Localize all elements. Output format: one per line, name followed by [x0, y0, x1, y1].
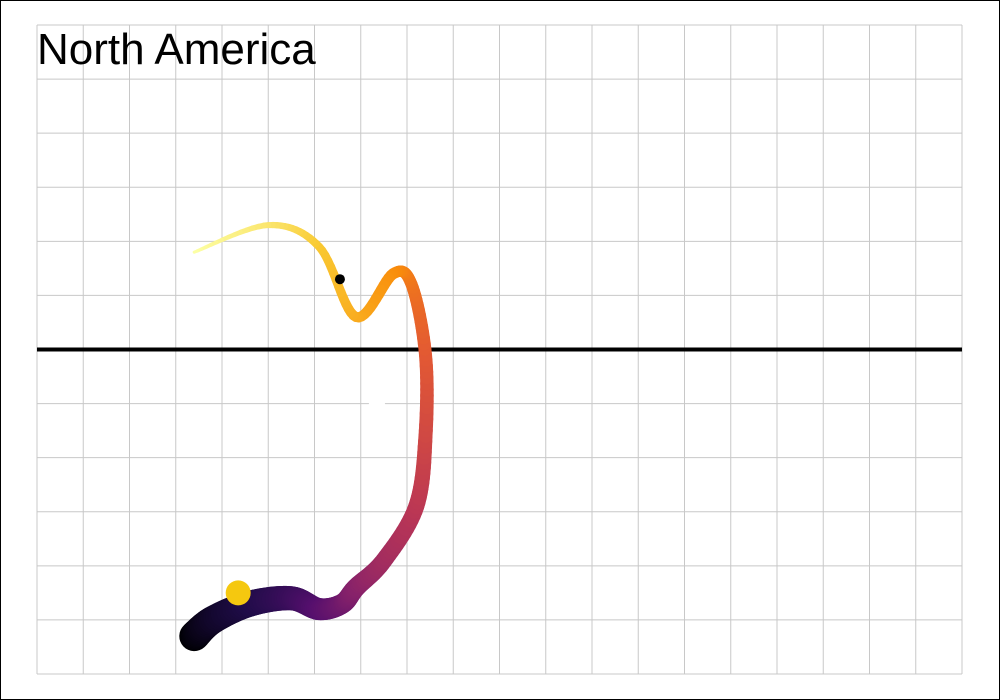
markers-group [225, 274, 386, 606]
chart-title: North America [37, 25, 316, 74]
point-marker [334, 274, 345, 285]
series-group [179, 221, 434, 652]
series-line-segment [192, 249, 199, 254]
point-marker [368, 397, 386, 415]
point-marker [225, 580, 251, 606]
